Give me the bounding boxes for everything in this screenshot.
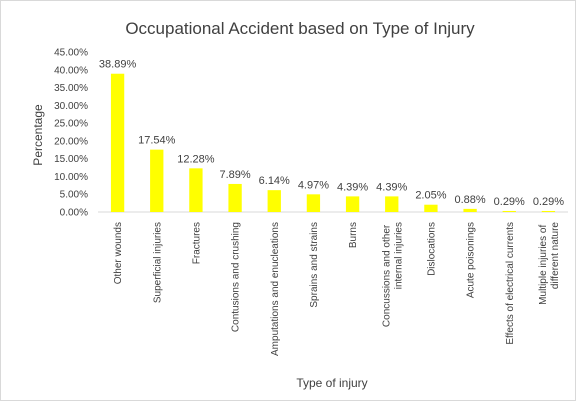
value-label: 17.54% (138, 135, 176, 147)
x-tick-label: Effects of electrical currents (505, 222, 516, 345)
bar (150, 149, 164, 212)
x-tick-label: Burns (348, 222, 359, 248)
value-label: 2.05% (415, 190, 446, 202)
x-tick-label: Superficial injuries (152, 222, 163, 303)
bar (424, 204, 438, 212)
bar (306, 194, 321, 212)
y-tick-label: 5.00% (60, 190, 88, 201)
x-tick-label: Multiple injuries of different nature (538, 222, 561, 305)
chart-border (0, 0, 576, 401)
value-label: 38.89% (99, 59, 137, 71)
y-axis-label: Percentage (31, 104, 45, 166)
bar (189, 168, 203, 212)
bar (110, 73, 125, 212)
x-tick-label: Fractures (191, 222, 202, 264)
x-tick-label: Contusions and crushing (231, 222, 242, 332)
y-tick-label: 25.00% (54, 119, 88, 130)
x-tick-label: Acute poisonings (466, 222, 477, 298)
value-label: 4.39% (337, 181, 368, 193)
y-tick-label: 0.00% (60, 208, 88, 219)
y-tick-label: 45.00% (54, 48, 88, 59)
value-label: 0.29% (494, 196, 525, 208)
x-axis-label: Type of injury (296, 376, 367, 390)
bar (463, 208, 477, 212)
bar (385, 196, 399, 212)
x-tick-label: Amputations and enucleations (270, 222, 281, 356)
value-label: 0.88% (454, 194, 485, 206)
bar (267, 190, 281, 212)
value-label: 12.28% (177, 153, 215, 165)
bar (345, 196, 360, 212)
bar (228, 183, 242, 212)
value-label: 6.14% (259, 175, 290, 187)
y-tick-label: 35.00% (54, 83, 88, 94)
y-tick-label: 40.00% (54, 65, 88, 76)
chart-title: Occupational Accident based on Type of I… (125, 19, 475, 38)
x-tick-label: Sprains and strains (309, 222, 320, 308)
x-tick-label: Other wounds (113, 222, 124, 284)
y-tick-label: 15.00% (54, 154, 88, 165)
x-tick-label: Concussions and other internal injuries (381, 222, 404, 327)
y-tick-label: 20.00% (54, 136, 88, 147)
y-tick-label: 10.00% (54, 172, 88, 183)
value-label: 7.89% (219, 169, 250, 181)
bar (502, 210, 516, 212)
x-tick-label: Dislocations (426, 222, 437, 276)
value-label: 0.29% (533, 196, 564, 208)
y-tick-label: 30.00% (54, 101, 88, 112)
value-label: 4.97% (298, 179, 329, 191)
bar (541, 210, 556, 212)
value-label: 4.39% (376, 181, 407, 193)
